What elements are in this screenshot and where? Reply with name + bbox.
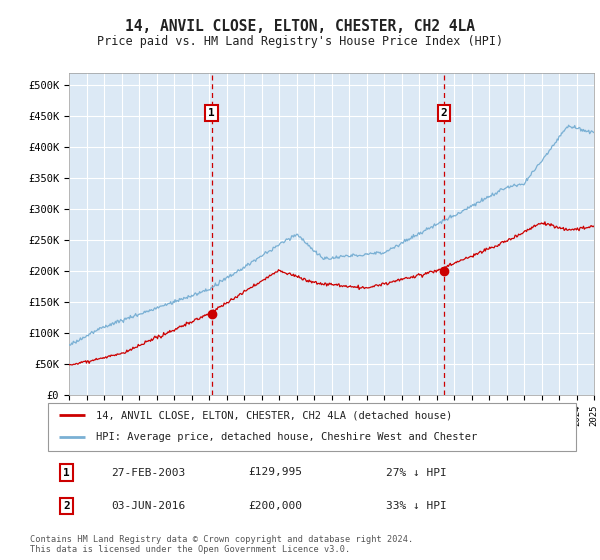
Text: Contains HM Land Registry data © Crown copyright and database right 2024.: Contains HM Land Registry data © Crown c… (30, 535, 413, 544)
Text: 03-JUN-2016: 03-JUN-2016 (112, 501, 185, 511)
Text: This data is licensed under the Open Government Licence v3.0.: This data is licensed under the Open Gov… (30, 545, 350, 554)
Text: 33% ↓ HPI: 33% ↓ HPI (386, 501, 446, 511)
Text: 2: 2 (440, 108, 447, 118)
Text: 2: 2 (63, 501, 70, 511)
Text: 1: 1 (63, 468, 70, 478)
Text: £200,000: £200,000 (248, 501, 302, 511)
Text: HPI: Average price, detached house, Cheshire West and Chester: HPI: Average price, detached house, Ches… (95, 432, 477, 442)
Text: 14, ANVIL CLOSE, ELTON, CHESTER, CH2 4LA (detached house): 14, ANVIL CLOSE, ELTON, CHESTER, CH2 4LA… (95, 410, 452, 420)
FancyBboxPatch shape (48, 403, 576, 451)
Text: 27-FEB-2003: 27-FEB-2003 (112, 468, 185, 478)
Text: 1: 1 (208, 108, 215, 118)
Text: 14, ANVIL CLOSE, ELTON, CHESTER, CH2 4LA: 14, ANVIL CLOSE, ELTON, CHESTER, CH2 4LA (125, 19, 475, 34)
Text: Price paid vs. HM Land Registry's House Price Index (HPI): Price paid vs. HM Land Registry's House … (97, 35, 503, 48)
Text: 27% ↓ HPI: 27% ↓ HPI (386, 468, 446, 478)
Text: £129,995: £129,995 (248, 468, 302, 478)
